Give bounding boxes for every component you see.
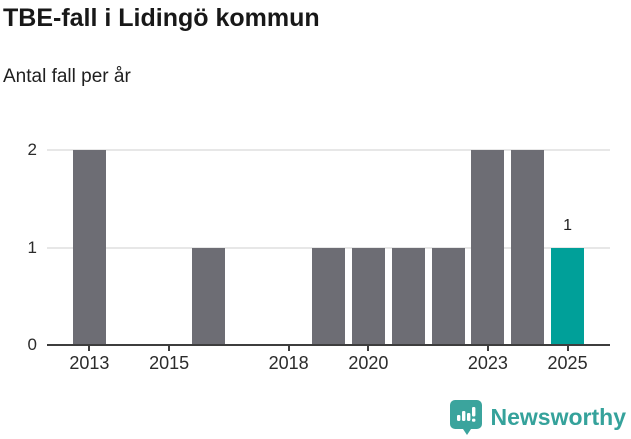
bar-2019 [312, 247, 345, 345]
bar-2024 [511, 150, 545, 345]
brand-name: Newsworthy [490, 404, 626, 430]
newsworthy-logo: Newsworthy [449, 399, 626, 436]
bar-2020 [351, 247, 385, 345]
y-tick-label-2: 2 [27, 140, 37, 159]
x-tick-2015 [168, 345, 171, 351]
bar-2022 [431, 247, 465, 345]
y-tick-label-1: 1 [27, 237, 37, 257]
chart-title: TBE-fall i Lidingö kommun [3, 4, 320, 32]
x-tick-2023 [486, 345, 489, 351]
bar-2025 [551, 247, 585, 345]
x-tick-label-2013: 2013 [69, 353, 110, 373]
x-tick-label-2018: 2018 [268, 353, 309, 373]
bar-2023 [471, 150, 505, 345]
y-tick-label-0: 0 [27, 335, 37, 354]
gridline-y-2 [47, 149, 610, 151]
bar-value-label-2025: 1 [563, 216, 573, 234]
bar-2016 [192, 247, 226, 345]
bar-2013 [72, 150, 106, 345]
x-tick-label-2015: 2015 [149, 353, 190, 373]
bar-2021 [391, 247, 425, 345]
x-tick-label-2025: 2025 [547, 353, 588, 373]
x-tick-2025 [566, 345, 569, 351]
x-axis-line [47, 344, 610, 346]
newsworthy-bars-icon [449, 400, 482, 435]
x-tick-2018 [287, 345, 290, 351]
x-tick-label-2023: 2023 [467, 353, 508, 373]
chart-subtitle: Antal fall per år [3, 66, 131, 87]
x-tick-label-2020: 2020 [348, 353, 389, 373]
x-tick-2020 [367, 345, 370, 351]
bar-chart-plot-area: 0 1 2 1 2013 2015 2018 2020 2023 2025 [28, 140, 610, 373]
x-tick-2013 [88, 345, 91, 351]
